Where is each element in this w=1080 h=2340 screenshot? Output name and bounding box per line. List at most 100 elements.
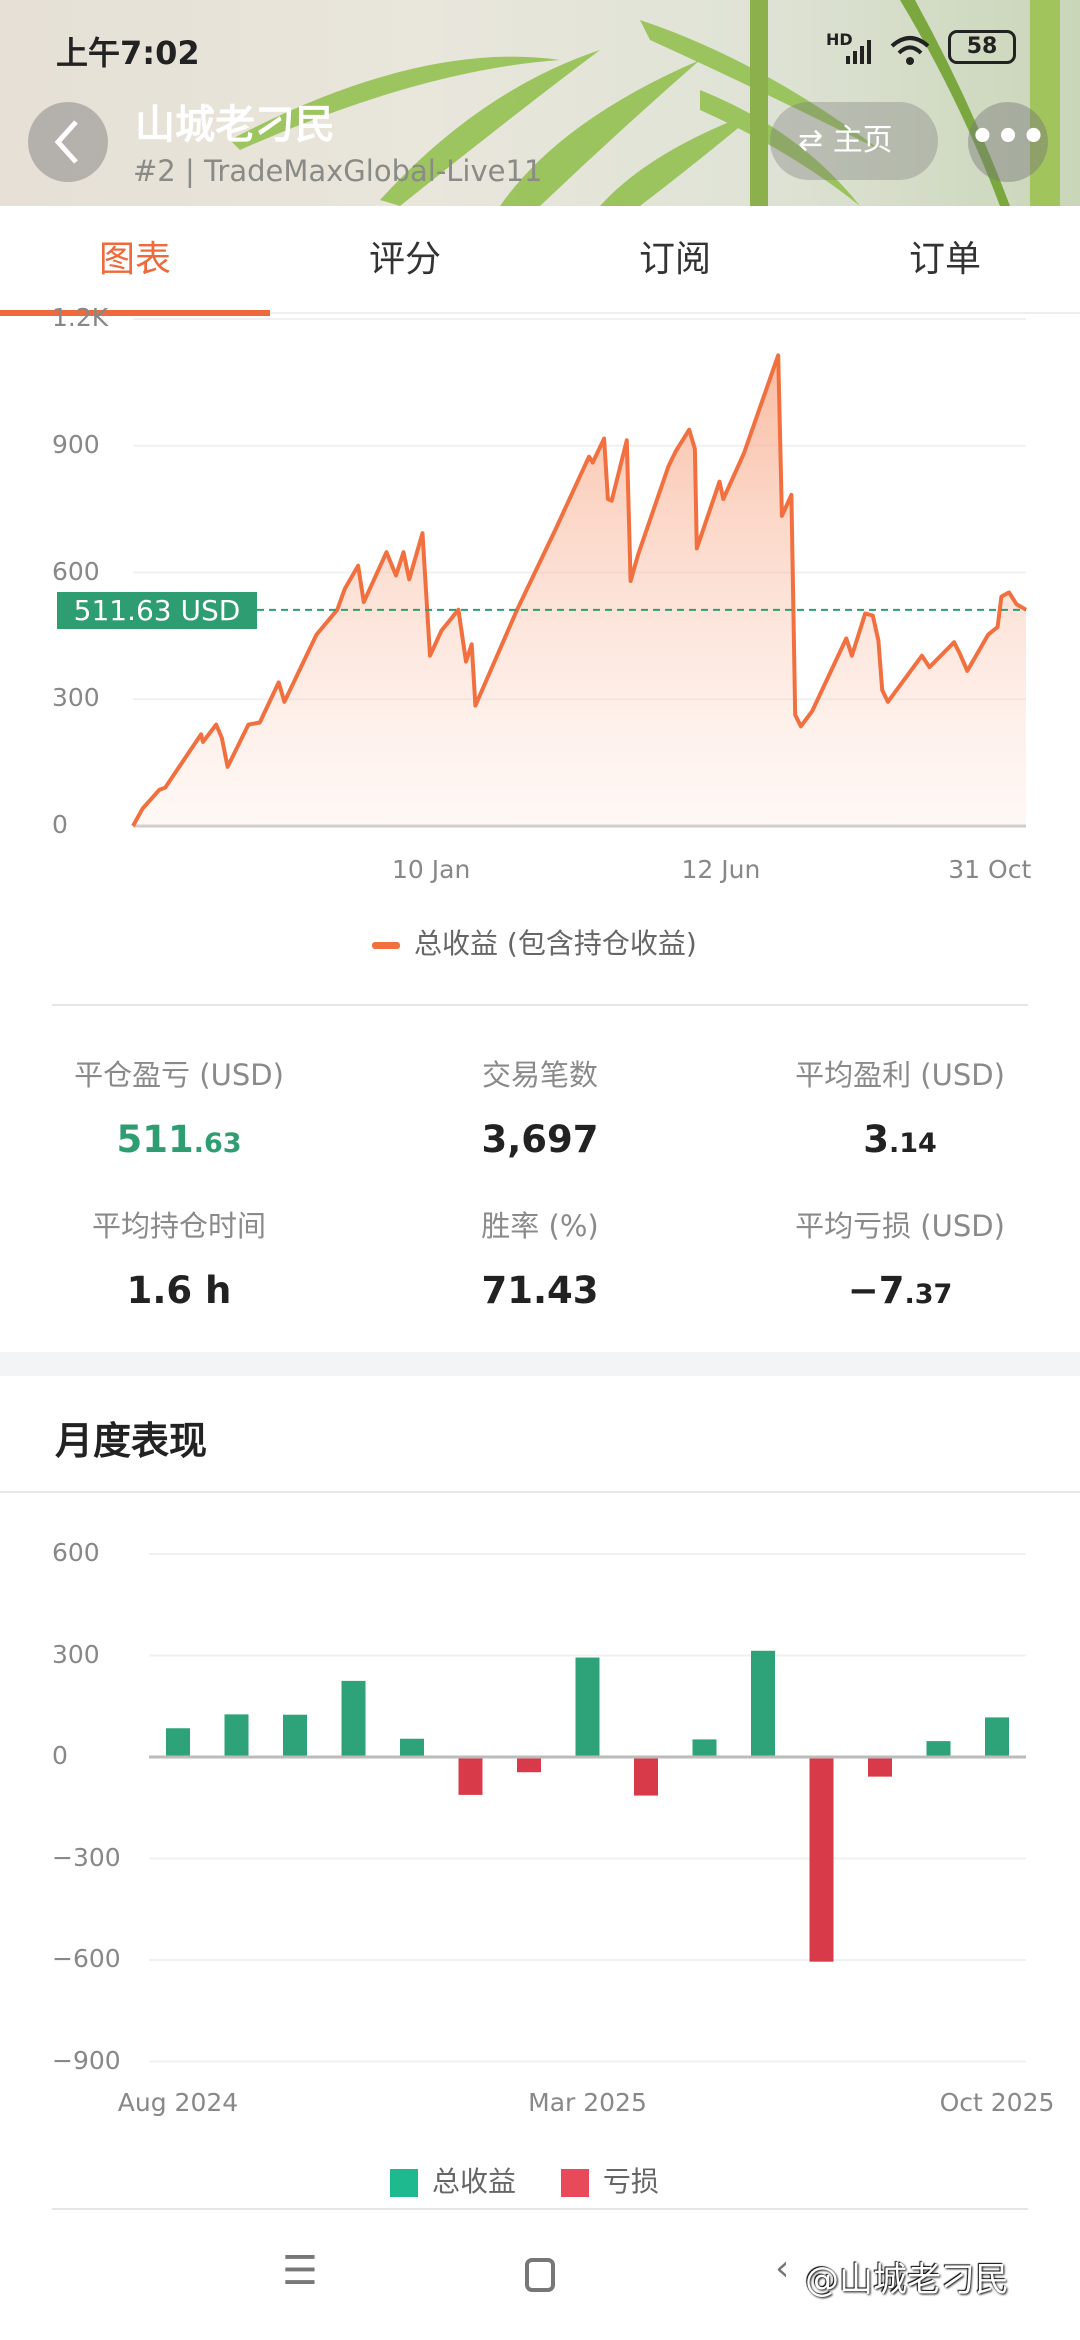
x-tick-label: Oct 2025 — [939, 2088, 1055, 2117]
y-tick-label: 600 — [52, 556, 100, 586]
bamboo-background-image — [230, 0, 1060, 206]
divider — [52, 2208, 1028, 2210]
current-value-tag: 511.63 USD — [57, 591, 257, 629]
x-tick-label: Mar 2025 — [528, 2088, 647, 2117]
monthly-legend: 总收益 亏损 — [390, 2160, 659, 2200]
equity-area — [133, 355, 1026, 826]
equity-legend: 总收益 (包含持仓收益) — [372, 922, 697, 962]
section-title: 月度表现 — [55, 1419, 208, 1463]
divider — [52, 1004, 1028, 1006]
stat-value-decimal: .37 — [904, 1279, 953, 1310]
tab-subscribe[interactable]: 订阅 — [638, 239, 711, 280]
home-button[interactable]: ⇄ 主页 — [770, 102, 938, 180]
bar-mar-2025[interactable] — [575, 1657, 600, 1757]
stat-item: 交易笔数 3,697 — [360, 1052, 720, 1161]
y-tick-label: 300 — [52, 1639, 100, 1669]
stat-value: 1.6 h — [0, 1269, 359, 1312]
more-button[interactable]: ••• — [968, 102, 1048, 182]
tab-chart[interactable]: 图表 — [0, 206, 270, 316]
profile-header: 上午7:02 HD 58 山城老刁民 #2 | TradeMaxGlobal-L… — [0, 0, 1080, 206]
stat-item: 平仓盈亏 (USD) 511.63 — [0, 1052, 359, 1161]
bar-aug-2025[interactable] — [868, 1757, 892, 1777]
stat-label: 胜率 (%) — [481, 1209, 599, 1243]
stat-value-int: 511 — [116, 1118, 194, 1161]
stat-value-int: 3 — [863, 1118, 889, 1161]
stat-value: 3.14 — [720, 1118, 1080, 1161]
legend-profit-swatch — [390, 2169, 418, 2197]
y-tick-label: 600 — [52, 1538, 100, 1567]
bar-oct-2025[interactable] — [985, 1717, 1009, 1757]
bar-oct-2024[interactable] — [283, 1714, 307, 1757]
y-tick-label: −900 — [52, 2045, 121, 2075]
y-tick-label: 0 — [52, 1741, 68, 1770]
battery-indicator: 58 — [948, 30, 1016, 64]
status-time: 上午7:02 — [56, 34, 200, 72]
legend-line-swatch — [372, 941, 400, 949]
y-tick-label: −300 — [52, 1842, 121, 1872]
bar-jan-2025[interactable] — [458, 1757, 483, 1795]
stat-label: 平均亏损 (USD) — [795, 1209, 1005, 1243]
stat-value: −7.37 — [720, 1269, 1080, 1312]
stat-value-int: −7 — [847, 1269, 905, 1312]
bar-jul-2025[interactable] — [809, 1757, 834, 1962]
y-tick-label: 900 — [52, 429, 100, 459]
stat-label: 交易笔数 — [481, 1058, 598, 1092]
back-icon[interactable]: ‹ — [775, 2248, 790, 2289]
legend-label: 总收益 (包含持仓收益) — [414, 927, 697, 960]
stat-value-decimal: .14 — [888, 1128, 937, 1159]
bar-apr-2025[interactable] — [634, 1757, 658, 1796]
stat-label: 平均持仓时间 — [91, 1209, 266, 1243]
equity-chart-plot — [131, 318, 1028, 828]
stat-item: 胜率 (%) 71.43 — [360, 1203, 720, 1312]
legend-loss-swatch — [560, 2169, 589, 2197]
monthly-chart-plot — [149, 1553, 1026, 2063]
y-tick-label: 300 — [52, 683, 100, 713]
legend-loss-label: 亏损 — [602, 2165, 659, 2198]
equity-line — [131, 353, 1028, 827]
page-title: 山城老刁民 — [135, 102, 335, 148]
bar-dec-2024[interactable] — [400, 1738, 424, 1757]
legend-profit-label: 总收益 — [432, 2165, 517, 2198]
x-tick-label: 10 Jan — [392, 855, 471, 884]
home-button-label: 主页 — [832, 123, 893, 158]
y-tick-label: 1.2K — [52, 303, 109, 332]
section-separator — [0, 1352, 1080, 1376]
stat-value-int: 3,697 — [481, 1118, 599, 1161]
bar-nov-2024[interactable] — [341, 1680, 366, 1757]
signal-icon — [846, 36, 876, 68]
x-tick-label: Aug 2024 — [117, 2088, 239, 2117]
more-horizontal-icon: ••• — [969, 114, 1047, 160]
bar-jun-2025[interactable] — [751, 1650, 775, 1757]
stat-value: 3,697 — [360, 1118, 720, 1161]
square-home-icon[interactable] — [525, 2258, 555, 2292]
stat-value-int: 71.43 — [481, 1269, 599, 1312]
tab-orders[interactable]: 订单 — [908, 239, 981, 280]
stat-value: 511.63 — [0, 1118, 359, 1161]
stat-value: 71.43 — [360, 1269, 720, 1312]
swap-arrows-icon: ⇄ — [798, 123, 824, 158]
chevron-left-icon — [54, 120, 78, 164]
wifi-icon — [890, 34, 930, 70]
network-type: HD — [826, 30, 853, 49]
tab-bar: 图表 评分 订阅 订单 — [0, 206, 1080, 316]
y-tick-label: −600 — [52, 1944, 121, 1973]
account-subtitle: #2 | TradeMaxGlobal-Live11 — [133, 154, 543, 188]
y-tick-label: 0 — [52, 810, 68, 839]
stat-value-decimal: .63 — [193, 1128, 242, 1159]
x-tick-label: 12 Jun — [681, 855, 761, 884]
stat-value-int: 1.6 h — [126, 1269, 232, 1312]
bar-feb-2025[interactable] — [517, 1757, 541, 1773]
tab-rating[interactable]: 评分 — [368, 239, 441, 280]
back-button[interactable] — [28, 102, 108, 182]
menu-icon[interactable]: ☰ — [282, 2248, 318, 2294]
bar-sep-2024[interactable] — [224, 1714, 249, 1757]
stat-item: 平均持仓时间 1.6 h — [0, 1203, 359, 1312]
stat-item: 平均亏损 (USD) −7.37 — [720, 1203, 1080, 1312]
bar-sep-2025[interactable] — [926, 1741, 951, 1757]
bar-aug-2024[interactable] — [166, 1728, 190, 1757]
divider — [0, 1491, 1080, 1493]
stat-item: 平均盈利 (USD) 3.14 — [720, 1052, 1080, 1161]
x-tick-label: 31 Oct — [948, 855, 1032, 884]
watermark: @山城老刁民 — [805, 2260, 1009, 2300]
bar-may-2025[interactable] — [692, 1739, 717, 1757]
